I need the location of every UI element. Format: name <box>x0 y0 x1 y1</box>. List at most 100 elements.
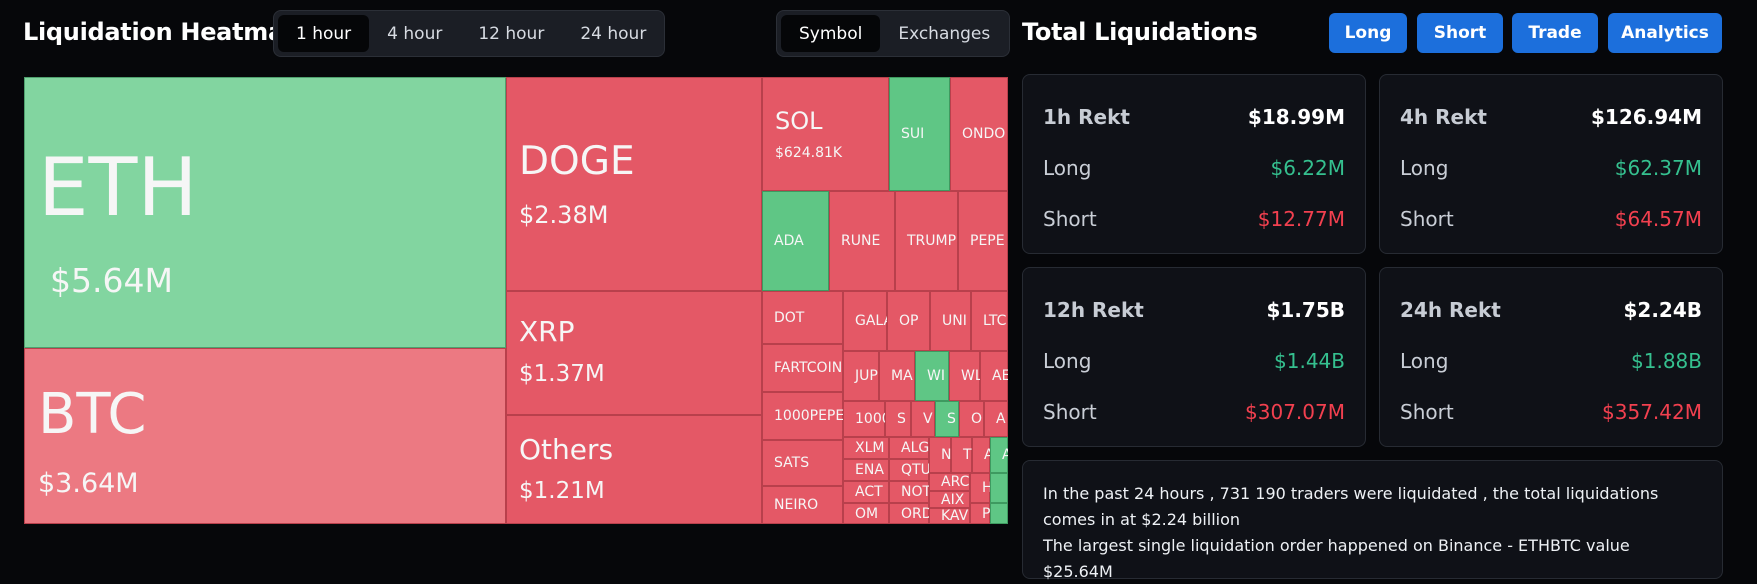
tile-v-1[interactable]: V <box>911 401 935 437</box>
long-button[interactable]: Long <box>1329 13 1407 53</box>
tile-dot[interactable]: DOT <box>762 291 843 344</box>
short-button[interactable]: Short <box>1417 13 1503 53</box>
tile-h-1[interactable]: H <box>970 473 990 503</box>
tile-t-2[interactable]: T <box>951 437 972 473</box>
tile-doge[interactable]: DOGE $2.38M <box>506 77 762 291</box>
tile-name: A <box>984 447 990 463</box>
timeframe-1-hour[interactable]: 1 hour <box>278 15 370 52</box>
tile-name: NEIRO <box>774 497 819 513</box>
tile-ada[interactable]: ADA <box>762 191 829 291</box>
tile-name: N <box>941 447 951 463</box>
tile-arc[interactable]: ARC <box>929 473 970 491</box>
tile-1000[interactable]: 1000 <box>843 401 885 437</box>
tile-ae[interactable]: AE <box>980 351 1008 401</box>
tile-green-tiny[interactable] <box>990 503 1008 524</box>
tile-value: $1.21M <box>519 478 605 504</box>
card-total: $18.99M <box>1247 105 1345 129</box>
card-label: 24h Rekt <box>1400 298 1501 322</box>
tile-ltc[interactable]: LTC <box>971 291 1008 351</box>
tile-name: ARC <box>941 474 970 490</box>
tile-others[interactable]: Others $1.21M <box>506 415 762 524</box>
tile-rune[interactable]: RUNE <box>829 191 895 291</box>
tile-green-small[interactable] <box>990 473 1008 503</box>
tile-name: RUNE <box>841 233 881 249</box>
tile-name: XRP <box>519 315 575 348</box>
tile-name: OP <box>899 313 919 329</box>
card-total: $1.75B <box>1266 298 1345 322</box>
tile-xlm[interactable]: XLM <box>843 437 889 459</box>
tile-btc[interactable]: BTC $3.64M <box>24 348 506 524</box>
tile-uni[interactable]: UNI <box>930 291 971 351</box>
tile-eth[interactable]: ETH $5.64M <box>24 77 506 348</box>
long-label: Long <box>1043 156 1092 180</box>
tile-a-2[interactable]: A <box>972 437 990 473</box>
tile-name: ACT <box>855 484 883 500</box>
tile-name: ONDO <box>962 126 1006 142</box>
tile-gala[interactable]: GALA <box>843 291 887 351</box>
tile-ena[interactable]: ENA <box>843 459 889 481</box>
rekt-card-4h: 4h Rekt $126.94M Long $62.37M Short $64.… <box>1379 74 1723 254</box>
rekt-card-24h: 24h Rekt $2.24B Long $1.88B Short $357.4… <box>1379 267 1723 447</box>
short-label: Short <box>1043 400 1097 424</box>
tile-om[interactable]: OM <box>843 503 889 524</box>
tile-ondo[interactable]: ONDO <box>950 77 1008 191</box>
timeframe-24-hour[interactable]: 24 hour <box>580 23 647 44</box>
tile-name: V <box>923 411 933 427</box>
tile-value: $2.38M <box>519 201 609 229</box>
tile-kav[interactable]: KAV <box>929 508 970 524</box>
short-value: $357.42M <box>1602 400 1702 424</box>
tile-pepe[interactable]: PEPE <box>958 191 1008 291</box>
tile-ord[interactable]: ORD <box>889 503 929 524</box>
tile-fartcoin[interactable]: FARTCOIN <box>762 344 843 392</box>
tile-ma[interactable]: MA <box>879 351 915 401</box>
tile-name: A <box>1002 447 1008 463</box>
view-symbol[interactable]: Symbol <box>781 15 881 52</box>
analytics-button[interactable]: Analytics <box>1608 13 1722 53</box>
timeframe-12-hour[interactable]: 12 hour <box>478 23 545 44</box>
tile-jup[interactable]: JUP <box>843 351 879 401</box>
tile-act[interactable]: ACT <box>843 481 889 503</box>
tile-1000pepe[interactable]: 1000PEPE <box>762 392 843 440</box>
tile-name: SATS <box>774 455 810 471</box>
tile-s-2[interactable]: S <box>935 401 959 437</box>
tile-sui[interactable]: SUI <box>889 77 950 191</box>
tile-name: AIX <box>941 491 965 508</box>
tile-name: ORD <box>901 505 929 522</box>
tile-name: A <box>996 411 1006 427</box>
tile-alg[interactable]: ALG <box>889 437 929 459</box>
tile-trump[interactable]: TRUMP <box>895 191 958 291</box>
tile-name: FARTCOIN <box>774 360 843 376</box>
tile-xrp[interactable]: XRP $1.37M <box>506 291 762 415</box>
tile-sats[interactable]: SATS <box>762 440 843 486</box>
tile-wl[interactable]: WL <box>949 351 980 401</box>
tile-aix[interactable]: AIX <box>929 491 970 508</box>
tile-s-1[interactable]: S <box>885 401 911 437</box>
tile-name: S <box>897 411 906 427</box>
long-label: Long <box>1400 156 1449 180</box>
card-total: $126.94M <box>1591 105 1702 129</box>
tile-wi[interactable]: WI <box>915 351 949 401</box>
tile-name: UNI <box>942 313 967 329</box>
tile-o-1[interactable]: O <box>959 401 984 437</box>
tile-a-1[interactable]: A <box>984 401 1008 437</box>
tile-value: $624.81K <box>775 145 843 161</box>
tile-p-1[interactable]: P <box>970 503 990 524</box>
tile-qtu[interactable]: QTU <box>889 459 929 481</box>
tile-n-1[interactable]: N <box>929 437 951 473</box>
view-selector: Symbol Exchanges <box>776 10 1010 57</box>
tile-a-3[interactable]: A <box>990 437 1008 473</box>
tile-neiro[interactable]: NEIRO <box>762 486 843 524</box>
timeframe-4-hour[interactable]: 4 hour <box>387 23 443 44</box>
tile-not[interactable]: NOT <box>889 481 929 503</box>
long-label: Long <box>1043 349 1092 373</box>
trade-button[interactable]: Trade <box>1512 13 1598 53</box>
tile-sol[interactable]: SOL $624.81K <box>762 77 889 191</box>
tile-name: H <box>982 480 990 496</box>
tile-op[interactable]: OP <box>887 291 930 351</box>
tile-name: XLM <box>855 440 885 456</box>
card-label: 12h Rekt <box>1043 298 1144 322</box>
tile-name: MA <box>891 368 913 384</box>
view-exchanges[interactable]: Exchanges <box>898 23 991 44</box>
card-label: 4h Rekt <box>1400 105 1487 129</box>
tile-name: DOGE <box>519 139 635 184</box>
